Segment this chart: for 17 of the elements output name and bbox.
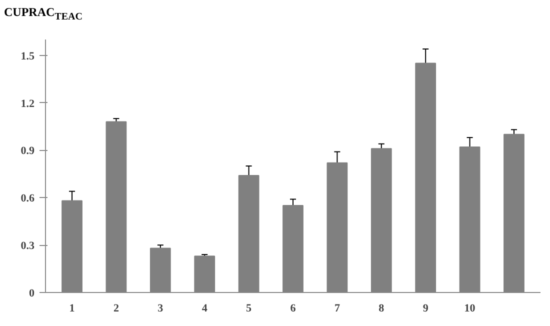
x-tick-label: 7	[334, 302, 340, 314]
y-tick-label: 0.3	[20, 240, 35, 252]
x-tick-label: 2	[113, 302, 120, 314]
x-tick-label: 10	[464, 302, 476, 314]
y-tick-label: 0	[29, 288, 35, 300]
x-tick-label: 1	[69, 302, 75, 314]
x-tick-label: 9	[422, 302, 429, 314]
y-tick-label: 1.5	[20, 50, 35, 62]
x-tick-label: 3	[158, 302, 164, 314]
y-tick-label: 0.9	[20, 145, 35, 158]
x-tick-label: 6	[290, 302, 296, 314]
x-tick-label: 8	[378, 302, 385, 314]
x-tick-label: 5	[246, 302, 252, 314]
y-tick-label: 0.6	[20, 192, 35, 205]
x-tick-label: 4	[202, 302, 208, 314]
y-axis-title: CUPRAC$_{TEAC}$	[4, 5, 82, 22]
y-tick-label: 1.2	[20, 98, 35, 110]
